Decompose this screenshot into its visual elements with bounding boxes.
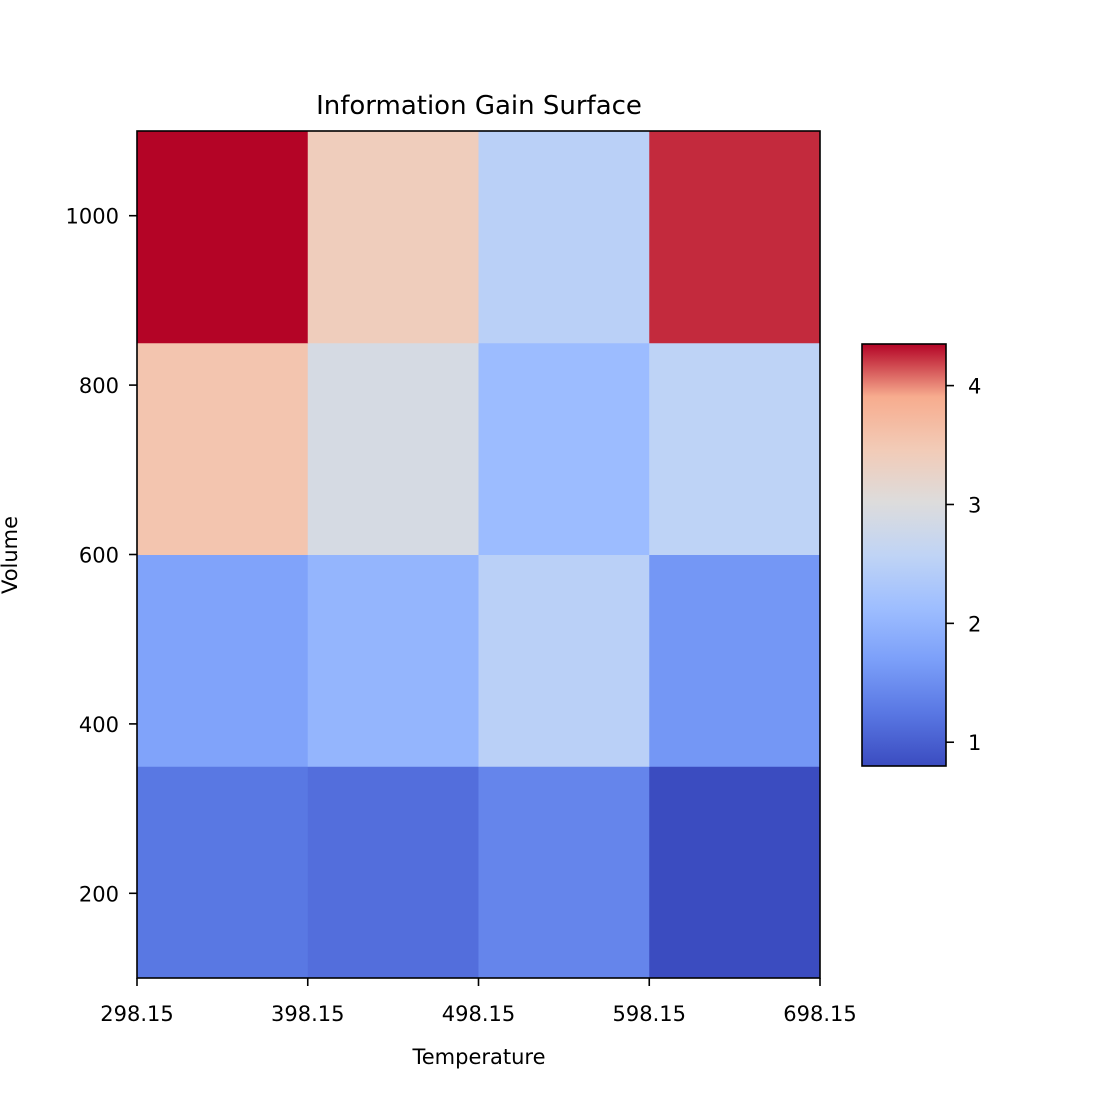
x-tick-label: 398.15	[271, 1002, 344, 1026]
colorbar-tick-label: 3	[968, 493, 981, 517]
heatmap-cell-r3-c2	[478, 131, 650, 344]
heatmap-cell-r3-c3	[649, 131, 821, 344]
colorbar-tick-label: 1	[968, 731, 981, 755]
colorbar-tick-label: 2	[968, 612, 981, 636]
heatmap-cell-r0-c0	[137, 766, 309, 979]
colorbar-gradient	[861, 343, 947, 767]
y-axis-label: Volume	[0, 516, 22, 594]
y-axis: 200 400 600 800 1000	[66, 205, 137, 906]
heatmap-cell-r1-c3	[649, 554, 821, 767]
heatmap-cell-r0-c2	[478, 766, 650, 979]
colorbar-tick-label: 4	[968, 375, 981, 399]
heatmap-cell-r1-c2	[478, 554, 650, 767]
heatmap-cell-r1-c0	[137, 554, 309, 767]
heatmap-cell-r3-c1	[307, 131, 479, 344]
heatmap-cell-r0-c3	[649, 766, 821, 979]
heatmap-cells	[137, 131, 821, 979]
x-axis-label: Temperature	[411, 1045, 545, 1069]
x-axis: 298.15 398.15 498.15 598.15 698.15	[100, 978, 857, 1026]
x-tick-label: 598.15	[613, 1002, 686, 1026]
x-tick-label: 698.15	[783, 1002, 856, 1026]
heatmap-cell-r0-c1	[307, 766, 479, 979]
heatmap-cell-r2-c2	[478, 342, 650, 555]
heatmap-cell-r3-c0	[137, 131, 309, 344]
heatmap-cell-r2-c0	[137, 342, 309, 555]
y-tick-label: 1000	[66, 205, 119, 229]
x-tick-label: 498.15	[442, 1002, 515, 1026]
chart-title: Information Gain Surface	[316, 91, 642, 121]
heatmap-cell-r2-c1	[307, 342, 479, 555]
y-tick-label: 200	[79, 882, 119, 906]
heatmap-cell-r2-c3	[649, 342, 821, 555]
colorbar: 1 2 3 4	[861, 343, 981, 767]
y-tick-label: 600	[79, 544, 119, 568]
x-tick-label: 298.15	[100, 1002, 173, 1026]
y-tick-label: 400	[79, 713, 119, 737]
colorbar-ticks: 1 2 3 4	[946, 375, 981, 755]
y-tick-label: 800	[79, 374, 119, 398]
heatmap-cell-r1-c1	[307, 554, 479, 767]
